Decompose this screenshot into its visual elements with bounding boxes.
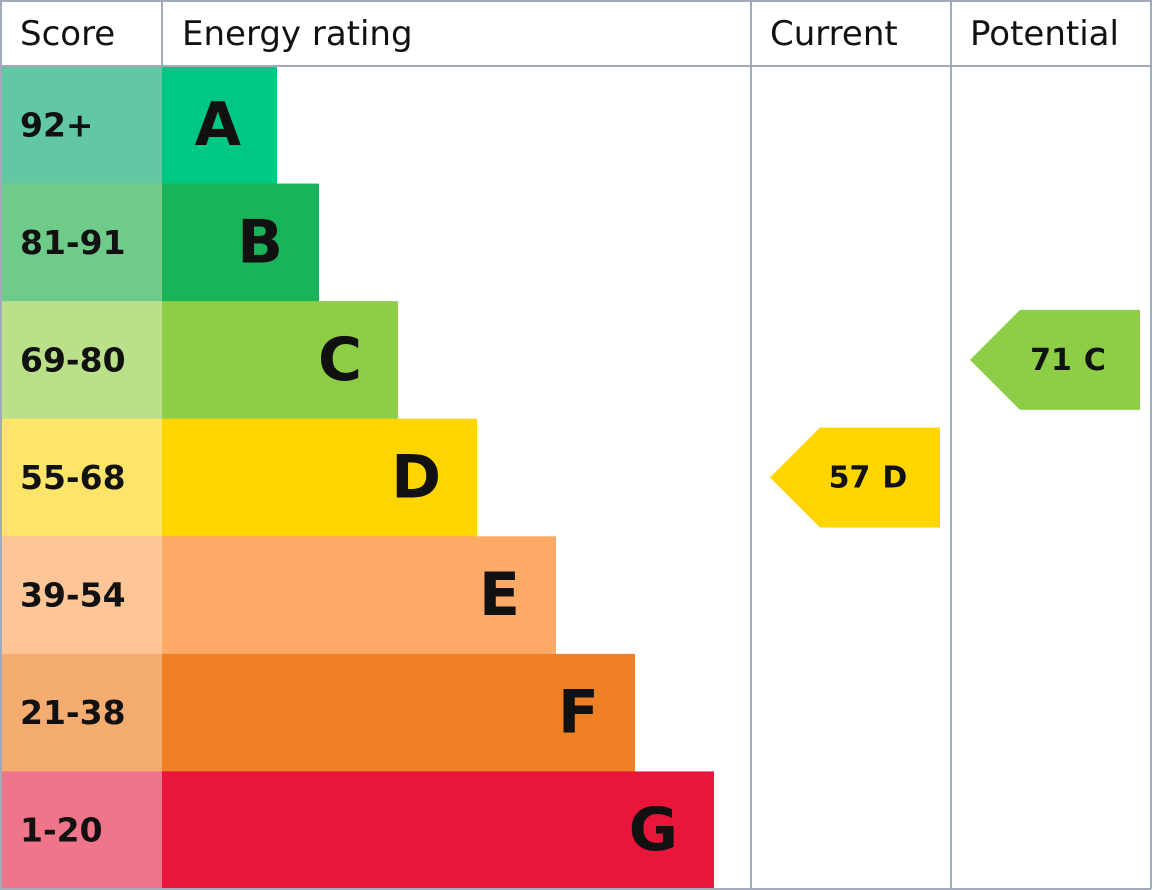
score-cell (0, 301, 162, 420)
rating-letter: E (479, 560, 520, 630)
rating-bar (162, 771, 714, 890)
potential-arrow (970, 309, 1140, 410)
rating-letter: D (391, 443, 441, 513)
rating-bar (162, 418, 477, 537)
score-cell (0, 183, 162, 302)
rating-letter: F (558, 678, 599, 748)
score-cell (0, 418, 162, 537)
score-cell (0, 771, 162, 890)
score-cell (0, 653, 162, 772)
rating-letter: C (318, 325, 362, 395)
rating-bar (162, 301, 398, 420)
current-label: 57 D (829, 460, 908, 495)
score-label: 1-20 (20, 811, 103, 850)
score-cell (0, 66, 162, 185)
rating-bar (162, 66, 277, 185)
header-current: Current (770, 14, 898, 54)
current-rating: D (882, 460, 907, 495)
potential-label: 71 C (1030, 342, 1106, 377)
header-score: Score (20, 14, 115, 54)
score-label: 55-68 (20, 458, 126, 497)
rating-bar (162, 653, 635, 772)
rating-letter: A (195, 90, 242, 160)
score-label: 21-38 (20, 693, 126, 732)
score-label: 81-91 (20, 223, 126, 262)
current-arrow (770, 427, 940, 528)
header-rating: Energy rating (182, 14, 413, 54)
current-score: 57 (829, 460, 871, 495)
rating-letter: B (237, 207, 283, 277)
score-label: 92+ (20, 105, 94, 144)
score-cell (0, 536, 162, 655)
potential-score: 71 (1030, 342, 1072, 377)
score-label: 69-80 (20, 340, 126, 379)
rating-bar (162, 536, 556, 655)
score-label: 39-54 (20, 576, 126, 615)
potential-rating: C (1084, 342, 1106, 377)
rating-letter: G (629, 795, 678, 865)
header-potential: Potential (970, 14, 1119, 54)
rating-bar (162, 183, 319, 302)
